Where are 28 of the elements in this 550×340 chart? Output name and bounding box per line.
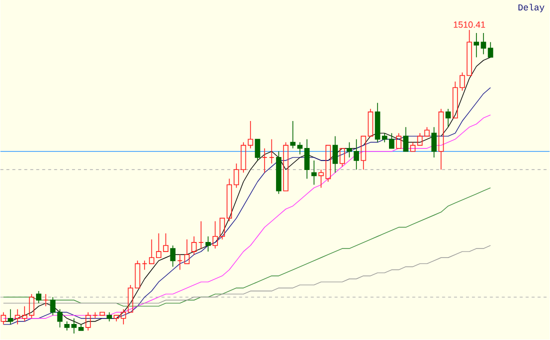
candlestick <box>85 312 91 332</box>
candlestick <box>14 309 20 326</box>
candlestick <box>142 260 148 270</box>
candlestick <box>374 102 380 143</box>
annotation: 1510.41 <box>454 22 486 28</box>
candlestick <box>205 236 211 252</box>
candlestick <box>262 148 268 174</box>
candlestick <box>480 32 486 55</box>
candlestick <box>248 120 254 149</box>
text: Delay <box>518 4 544 12</box>
candlestick <box>8 309 14 326</box>
candlestick <box>22 306 28 322</box>
candlestick <box>304 139 310 180</box>
candlestick <box>28 294 34 319</box>
candlestick <box>438 108 444 170</box>
candlestick <box>0 312 6 326</box>
candlestick <box>71 318 77 334</box>
candlestick <box>332 136 338 174</box>
candlestick <box>318 169 324 188</box>
candlestick <box>177 254 183 270</box>
candlestick <box>431 126 437 158</box>
candlestick <box>64 321 70 332</box>
candlestick <box>474 32 480 58</box>
candlestick <box>191 236 197 256</box>
candlestick <box>240 142 246 174</box>
candlestick <box>198 221 204 250</box>
candlestick <box>311 160 317 186</box>
candlestick <box>120 309 126 326</box>
